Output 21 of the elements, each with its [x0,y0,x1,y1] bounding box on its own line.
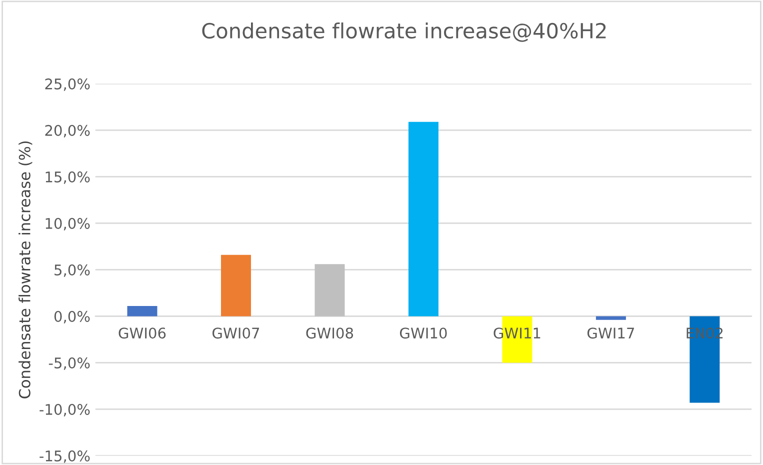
y-tick-label: 0,0% [54,310,90,324]
y-tick-label: -5,0% [48,357,90,370]
y-tick-label: -15,0% [40,450,90,463]
y-tick-label: 15,0% [46,171,90,184]
x-tick-label: GWI08 [306,328,354,339]
y-tick-label: 25,0% [45,78,90,91]
y-tick-label: 20,0% [45,124,90,138]
bar [596,316,626,320]
x-tick-label: GWI07 [212,328,260,339]
y-tick-label: 5,0% [54,264,90,277]
bar [220,254,251,316]
bar [408,122,438,316]
bar [127,306,158,316]
y-tick-label: 10,0% [46,218,90,230]
y-axis-title: Condensate flowrate increase (%) [18,141,32,398]
bar [314,264,345,316]
y-tick-label: -10,0% [40,404,90,416]
x-tick-label: GWI17 [587,328,634,339]
x-tick-label: GWI10 [400,328,447,339]
chart-title: Condensate flowrate increase@40%H2 [202,22,606,42]
x-tick-label: GWI06 [118,328,166,339]
